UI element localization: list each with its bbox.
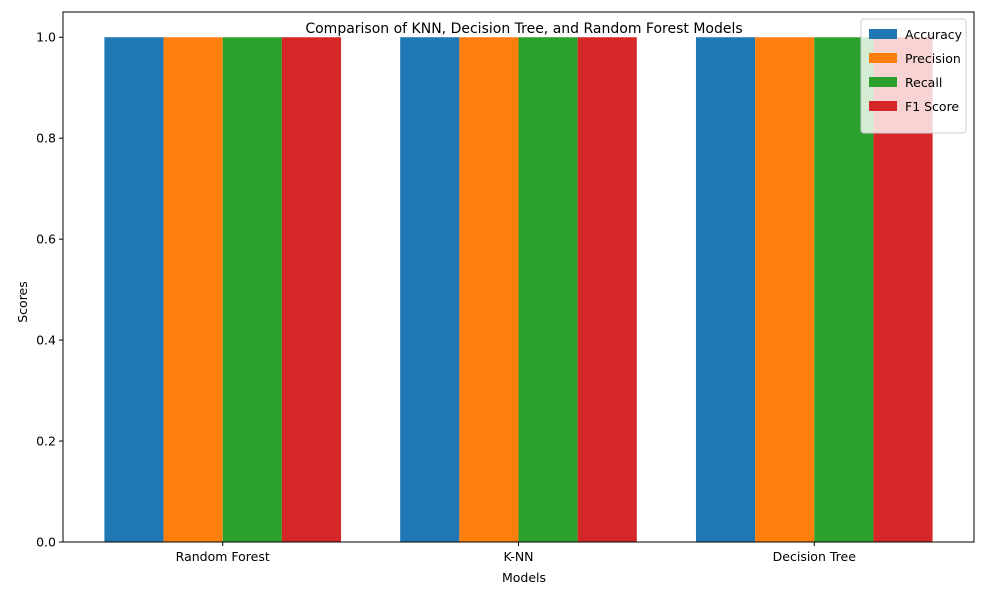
bar-f1-score-0 (281, 37, 342, 542)
y-tick-label: 0.6 (36, 232, 56, 247)
y-tick-label: 1.0 (36, 30, 56, 45)
x-tick-label: K-NN (503, 549, 533, 564)
legend-label: Accuracy (905, 27, 963, 42)
bar-accuracy-2 (695, 37, 756, 542)
bar-recall-1 (518, 37, 578, 542)
bar-recall-0 (222, 37, 282, 542)
x-tick-label: Decision Tree (773, 549, 857, 564)
bar-accuracy-1 (400, 37, 460, 542)
plot-area (104, 37, 933, 542)
bar-f1-score-1 (577, 37, 637, 542)
x-axis-label: Models (502, 570, 546, 585)
y-tick-label: 0.2 (36, 434, 56, 449)
legend-swatch (869, 53, 897, 63)
bar-precision-0 (163, 37, 223, 542)
y-tick-label: 0.8 (36, 131, 56, 146)
legend-label: Recall (905, 75, 942, 90)
legend-swatch (869, 29, 897, 39)
bar-precision-2 (755, 37, 815, 542)
legend-swatch (869, 101, 897, 111)
legend-swatch (869, 77, 897, 87)
legend: Accuracy Precision Recall F1 Score (860, 18, 967, 134)
x-tick-label: Random Forest (176, 549, 270, 564)
y-tick-label: 0.0 (36, 535, 56, 550)
legend-label: F1 Score (905, 99, 959, 114)
legend-label: Precision (905, 51, 961, 66)
bar-precision-1 (459, 37, 519, 542)
y-axis-label: Scores (15, 281, 30, 323)
axes: 0.0 0.2 0.4 0.6 0.8 1.0 Random Forest K-NN Decis… (36, 11, 975, 564)
bar-accuracy-0 (104, 37, 164, 542)
y-tick-label: 0.4 (36, 333, 56, 348)
chart-title: Comparison of KNN, Decision Tree, and Ra… (305, 21, 742, 37)
